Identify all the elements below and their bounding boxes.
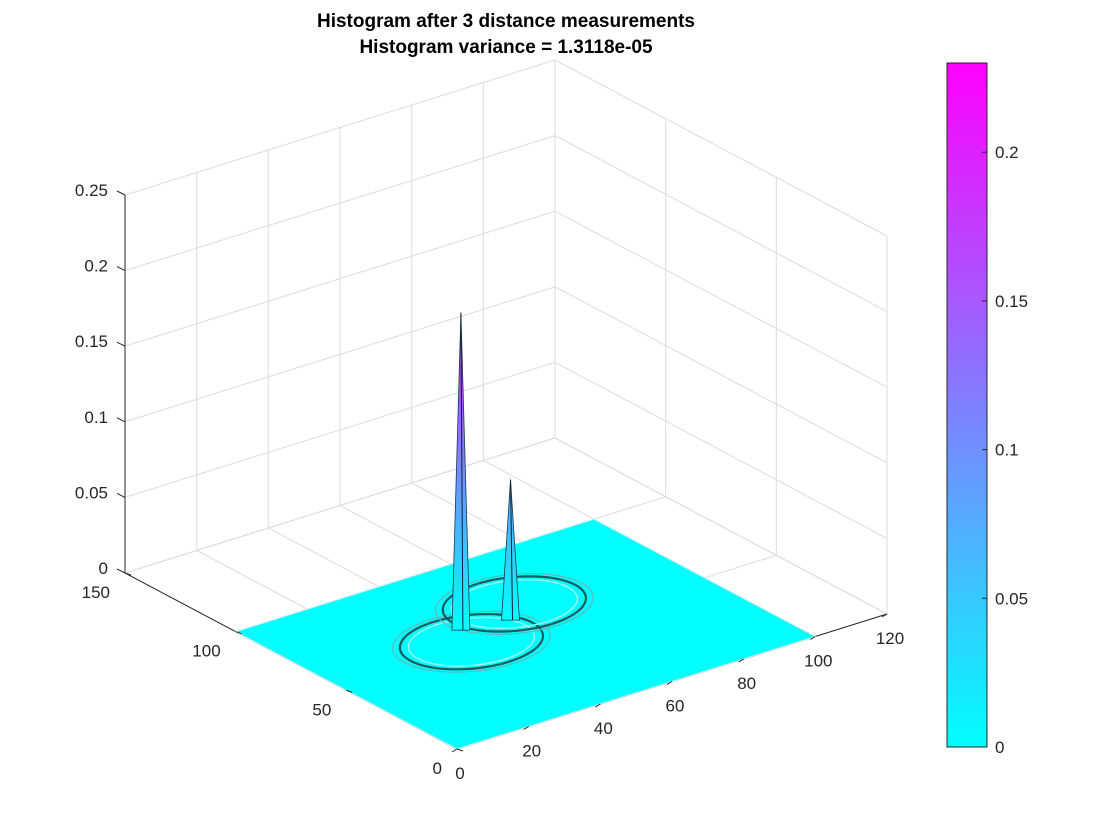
colorbar-gradient [946, 62, 988, 748]
y-tick-mark [124, 572, 132, 576]
colorbar-tick-label: 0 [995, 738, 1004, 757]
x-tick-label: 60 [666, 697, 685, 716]
y-tick-label: 50 [312, 700, 331, 719]
peak-ridge [510, 479, 514, 621]
z-tick-mark [116, 190, 126, 196]
z-tick-label: 0.05 [75, 483, 108, 502]
x-tick-mark [523, 726, 529, 730]
y-tick-label: 100 [192, 642, 220, 661]
title-line-1: Histogram after 3 distance measurements [317, 11, 695, 32]
x-tick-mark [595, 703, 601, 708]
y-tick-mark [456, 748, 464, 752]
z-tick-label: 0 [99, 559, 108, 578]
y-tick-label: 150 [82, 583, 110, 602]
surface-plot [234, 312, 817, 750]
z-tick-label: 0.25 [75, 181, 108, 200]
x-tick-label: 20 [522, 742, 541, 761]
x-tick-label: 40 [594, 719, 613, 738]
peak-spike [501, 479, 520, 621]
x-tick-mark [810, 636, 816, 640]
colorbar-tick-label: 0.05 [995, 589, 1028, 608]
surface-floor [234, 518, 817, 750]
grid-line [124, 286, 888, 464]
x-tick-mark [666, 681, 673, 685]
colorbar-tick-label: 0.15 [995, 292, 1028, 311]
z-tick-mark [116, 266, 126, 272]
tick-labels: 0 20 40 60 80 100 120 0 50 100 150 0 0.05 0.1 0.15 0.2 0… [75, 181, 904, 783]
title-line-2: Histogram variance = 1.3118e-05 [359, 37, 653, 58]
z-tick-mark [116, 417, 126, 423]
grid-line [124, 135, 888, 313]
grid-line [124, 437, 888, 615]
colorbar-tick-label: 0.1 [995, 441, 1019, 460]
z-tick-label: 0.2 [84, 257, 108, 276]
z-tick-mark [116, 568, 126, 574]
grid-line [124, 210, 888, 388]
colorbar: 0 0.05 0.1 0.15 0.2 [946, 62, 1028, 757]
x-tick-label: 80 [737, 674, 756, 693]
colorbar-tick-label: 0.2 [995, 143, 1019, 162]
x-tick-label: 100 [804, 652, 832, 671]
grid-line [124, 59, 888, 237]
z-tick-label: 0.15 [75, 332, 108, 351]
x-tick-mark [451, 748, 458, 753]
y-tick-mark [235, 631, 242, 635]
y-tick-mark [346, 689, 353, 693]
chart-title: Histogram after 3 distance measurements … [317, 11, 695, 58]
peak-ridge [460, 312, 464, 631]
x-tick-label: 0 [455, 764, 464, 783]
x-tick-mark [881, 613, 888, 618]
z-tick-label: 0.1 [84, 408, 108, 427]
x-tick-label: 120 [876, 629, 904, 648]
x-tick-mark [738, 658, 744, 663]
z-tick-mark [116, 341, 126, 347]
y-tick-label: 0 [433, 759, 442, 778]
grid-line [124, 361, 888, 539]
peak-spike [451, 312, 471, 631]
z-tick-mark [116, 492, 126, 498]
